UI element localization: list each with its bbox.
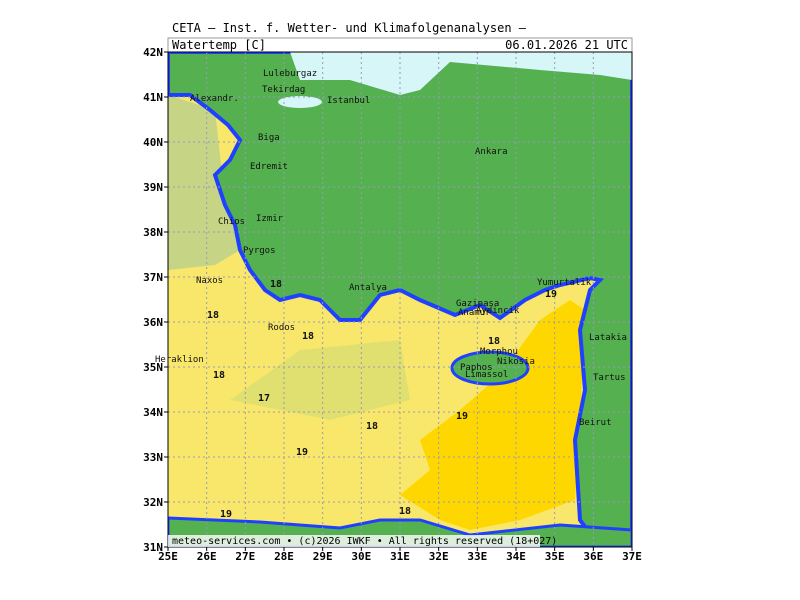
lat-label: 36N bbox=[143, 316, 163, 329]
contour-label: 18 bbox=[488, 336, 500, 347]
lat-label: 40N bbox=[143, 136, 163, 149]
cool-area bbox=[230, 340, 410, 420]
lat-label: 39N bbox=[143, 181, 163, 194]
place-name: Aydincik bbox=[476, 306, 520, 316]
contour-label: 18 bbox=[270, 279, 282, 290]
contour-label: 19 bbox=[545, 289, 557, 300]
warm-sea bbox=[400, 300, 585, 530]
annotations: 25E 26E 27E 28E 29E 30E 31E 32E 33E 34E 35E 36E 37E 3… bbox=[143, 46, 642, 563]
contour-label: 18 bbox=[302, 331, 314, 342]
lon-label: 30E bbox=[351, 550, 371, 563]
place-name: Beirut bbox=[579, 418, 612, 428]
lon-label: 31E bbox=[390, 550, 410, 563]
place-name: Ankara bbox=[475, 147, 508, 157]
lat-label: 32N bbox=[143, 496, 163, 509]
place-name: Limassol bbox=[465, 370, 508, 380]
contour-label: 18 bbox=[213, 370, 225, 381]
place-name: Yumurtalik bbox=[537, 278, 592, 288]
place-name: Antalya bbox=[349, 283, 387, 293]
place-name: Morphou bbox=[480, 347, 518, 357]
lat-label: 31N bbox=[143, 541, 163, 554]
place-name: Edremit bbox=[250, 162, 288, 172]
lon-label: 36E bbox=[583, 550, 603, 563]
lon-label: 32E bbox=[429, 550, 449, 563]
place-name: Nikosia bbox=[497, 357, 535, 367]
lon-label: 29E bbox=[313, 550, 333, 563]
place-name: Pyrgos bbox=[243, 246, 276, 256]
land bbox=[168, 52, 632, 547]
contour-label: 19 bbox=[456, 411, 468, 422]
place-name: Rodos bbox=[268, 323, 295, 333]
map-layers bbox=[168, 52, 632, 547]
place-name: Izmir bbox=[256, 214, 284, 224]
footer: meteo-services.com • (c)2026 IWKF • All … bbox=[172, 536, 557, 547]
place-name: Paphos bbox=[460, 363, 493, 373]
place-name: Biga bbox=[258, 133, 280, 143]
lat-label: 42N bbox=[143, 46, 163, 59]
place-name: Gazipasa bbox=[456, 299, 499, 309]
place-name: Chios bbox=[218, 217, 245, 227]
place-name: Latakia bbox=[589, 333, 627, 343]
aegean bbox=[168, 95, 240, 270]
cyprus bbox=[450, 350, 530, 386]
contour-label: 18 bbox=[366, 421, 378, 432]
lat-label: 35N bbox=[143, 361, 163, 374]
place-name: Alexandr. bbox=[190, 94, 239, 104]
lat-label: 38N bbox=[143, 226, 163, 239]
valid-time: 06.01.2026 21 UTC bbox=[505, 38, 628, 52]
place-name: Naxos bbox=[196, 276, 223, 286]
parameter: Watertemp_[C] bbox=[172, 38, 266, 52]
place-name: Heraklion bbox=[155, 355, 204, 365]
lat-label: 33N bbox=[143, 451, 163, 464]
lat-label: 41N bbox=[143, 91, 163, 104]
contour-label: 18 bbox=[399, 506, 411, 517]
contour-label: 18 bbox=[207, 310, 219, 321]
lon-label: 34E bbox=[506, 550, 526, 563]
place-name: Luleburgaz bbox=[263, 69, 317, 79]
marmara bbox=[278, 96, 322, 108]
place-name: Tekirdag bbox=[262, 85, 305, 95]
lon-label: 37E bbox=[622, 550, 642, 563]
institute: CETA – Inst. f. Wetter- und Klimafolgena… bbox=[172, 21, 527, 35]
place-name: Anamur bbox=[458, 308, 491, 318]
lon-label: 33E bbox=[467, 550, 487, 563]
graticule bbox=[168, 52, 632, 547]
lon-label: 26E bbox=[197, 550, 217, 563]
lon-label: 25E bbox=[158, 550, 178, 563]
footer-box bbox=[168, 535, 540, 547]
place-name: Istanbul bbox=[327, 96, 370, 106]
lon-label: 28E bbox=[274, 550, 294, 563]
lat-label: 34N bbox=[143, 406, 163, 419]
lat-label: 37N bbox=[143, 271, 163, 284]
contour-label: 17 bbox=[258, 393, 270, 404]
place-name: Tartus bbox=[593, 373, 626, 383]
black-sea bbox=[290, 52, 632, 95]
contour-label: 19 bbox=[296, 447, 308, 458]
contour-label: 19 bbox=[220, 509, 232, 520]
lon-label: 27E bbox=[235, 550, 255, 563]
lon-label: 35E bbox=[545, 550, 565, 563]
